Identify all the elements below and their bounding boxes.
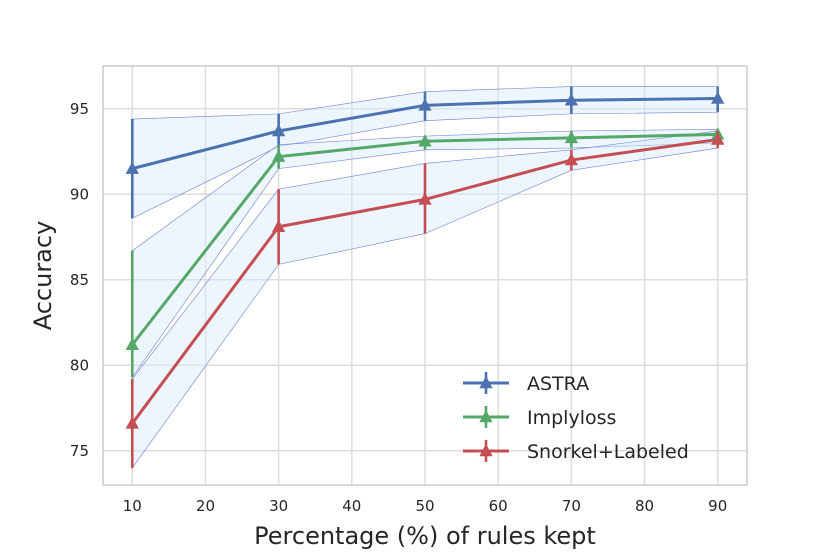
- x-tick-label: 10: [123, 497, 142, 515]
- x-tick-label: 60: [489, 497, 508, 515]
- y-tick-labels: 75 80 85 90 95: [70, 100, 89, 460]
- legend-label: ASTRA: [527, 373, 589, 395]
- series-markers: [125, 86, 725, 468]
- y-tick-label: 90: [70, 185, 89, 203]
- data-point: [418, 98, 432, 111]
- legend-label: Snorkel+Labeled: [527, 441, 689, 463]
- legend-entry: ASTRA: [463, 372, 589, 395]
- legend-entry: Implyloss: [463, 406, 616, 429]
- x-axis-label: Percentage (%) of rules kept: [254, 522, 596, 550]
- y-axis-label: Accuracy: [29, 221, 57, 331]
- y-tick-label: 75: [70, 442, 89, 460]
- data-point: [125, 416, 139, 429]
- x-tick-label: 90: [708, 497, 727, 515]
- data-point: [711, 91, 725, 104]
- plot-frame: [102, 65, 748, 486]
- data-point: [271, 219, 286, 233]
- data-point: [564, 130, 579, 144]
- x-tick-labels: 10 20 30 40 50 60 70 80 90: [123, 497, 728, 515]
- x-tick-label: 30: [269, 497, 288, 515]
- data-point: [418, 192, 432, 205]
- y-tick-label: 85: [70, 271, 89, 289]
- legend-marker: [479, 376, 493, 389]
- y-tick-label: 80: [70, 356, 89, 374]
- data-point: [125, 161, 139, 174]
- data-point: [125, 337, 139, 351]
- legend-entry: Snorkel+Labeled: [463, 440, 689, 463]
- data-point: [564, 153, 579, 166]
- data-point: [418, 134, 432, 147]
- y-tick-label: 95: [70, 100, 89, 118]
- data-point: [271, 149, 286, 162]
- legend-marker: [479, 410, 493, 423]
- legend-marker: [479, 444, 493, 457]
- data-point: [564, 93, 579, 106]
- x-tick-label: 20: [196, 497, 215, 515]
- x-tick-label: 70: [562, 497, 581, 515]
- data-point: [271, 123, 286, 137]
- x-tick-label: 50: [415, 497, 434, 515]
- legend-label: Implyloss: [527, 407, 616, 429]
- data-point: [711, 132, 725, 145]
- x-tick-label: 40: [342, 497, 361, 515]
- legend: ASTRA Implyloss Snorkel+Labeled: [463, 372, 689, 463]
- x-tick-label: 80: [635, 497, 654, 515]
